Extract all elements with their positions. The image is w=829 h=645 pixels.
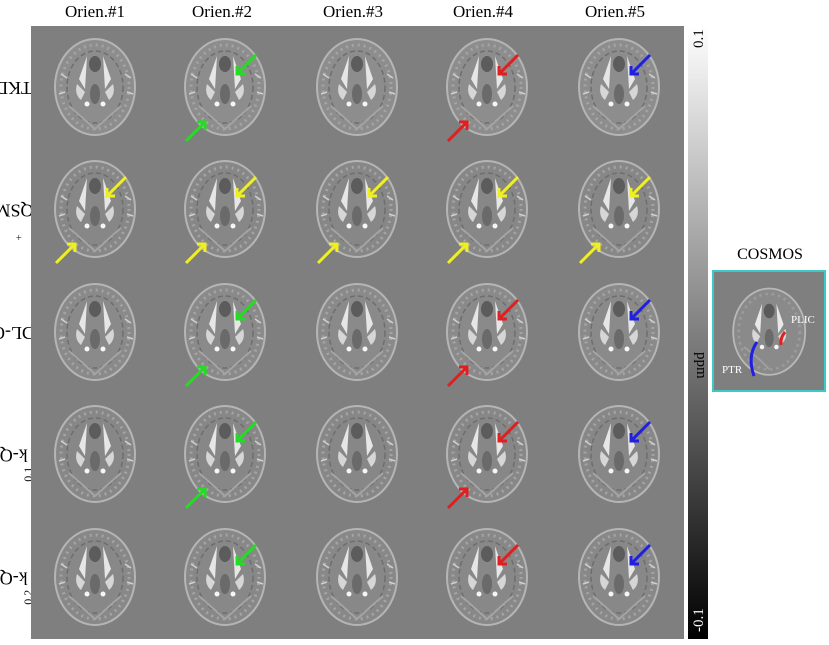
brain-slice-tkd-orien-1 bbox=[47, 34, 143, 140]
brain-slice-k-qsm-0-1-orien-1 bbox=[47, 401, 143, 507]
row-label-modl-qsm: MoDL-QSM bbox=[0, 322, 60, 343]
blue-arrow-icon bbox=[629, 420, 652, 443]
row-label-k-qsm-0-2: k-QSM0.2 bbox=[0, 568, 35, 605]
column-header-orien-4: Orien.#4 bbox=[453, 2, 513, 21]
qsm-image-grid bbox=[31, 26, 684, 639]
column-header-orien-5: Orien.#5 bbox=[585, 2, 645, 21]
red-arrow-icon bbox=[497, 420, 520, 443]
yellow-arrow-icon bbox=[446, 242, 469, 265]
brain-slice-k-qsm-0-2-orien-2 bbox=[177, 524, 273, 630]
brain-slice-modl-qsm-orien-5 bbox=[571, 279, 667, 385]
red-arrow-icon bbox=[446, 487, 469, 510]
plic-label: PLIC bbox=[791, 314, 815, 326]
brain-slice-tkd-orien-4 bbox=[439, 34, 535, 140]
brain-slice-tkd-orien-3 bbox=[309, 34, 405, 140]
red-arrow-icon bbox=[497, 298, 520, 321]
column-header-orien-2: Orien.#2 bbox=[192, 2, 252, 21]
brain-slice-qsmnet-orien-3 bbox=[309, 156, 405, 262]
column-header-orien-1: Orien.#1 bbox=[65, 2, 125, 21]
red-arrow-icon bbox=[446, 365, 469, 388]
brain-slice-k-qsm-0-1-orien-4 bbox=[439, 401, 535, 507]
yellow-arrow-icon bbox=[105, 175, 128, 198]
brain-slice-qsmnet-orien-5 bbox=[571, 156, 667, 262]
red-arrow-icon bbox=[497, 53, 520, 76]
green-arrow-icon bbox=[235, 53, 258, 76]
yellow-arrow-icon bbox=[497, 175, 520, 198]
cosmos-brain-image bbox=[732, 287, 807, 377]
brain-slice-k-qsm-0-1-orien-3 bbox=[309, 401, 405, 507]
yellow-arrow-icon bbox=[54, 242, 77, 265]
row-label-qsmnet: QSMnet+ bbox=[0, 200, 34, 241]
brain-slice-tkd-orien-5 bbox=[571, 34, 667, 140]
yellow-arrow-icon bbox=[184, 242, 207, 265]
blue-arrow-icon bbox=[629, 53, 652, 76]
yellow-arrow-icon bbox=[629, 175, 652, 198]
cosmos-panel: PLIC PTR bbox=[712, 270, 826, 392]
row-label-tkd: TKD bbox=[0, 77, 32, 98]
colorbar-min-label: -0.1 bbox=[691, 608, 707, 632]
colorbar-unit-label: ppm bbox=[693, 352, 709, 379]
brain-slice-modl-qsm-orien-3 bbox=[309, 279, 405, 385]
green-arrow-icon bbox=[184, 365, 207, 388]
yellow-arrow-icon bbox=[578, 242, 601, 265]
yellow-arrow-icon bbox=[235, 175, 258, 198]
ptr-label: PTR bbox=[722, 364, 743, 376]
colorbar-max-label: 0.1 bbox=[691, 29, 707, 48]
brain-slice-qsmnet-orien-4 bbox=[439, 156, 535, 262]
colorbar bbox=[688, 26, 708, 639]
brain-slice-k-qsm-0-1-orien-5 bbox=[571, 401, 667, 507]
green-arrow-icon bbox=[184, 487, 207, 510]
brain-slice-qsmnet-orien-2 bbox=[177, 156, 273, 262]
green-arrow-icon bbox=[235, 298, 258, 321]
brain-slice-modl-qsm-orien-2 bbox=[177, 279, 273, 385]
brain-slice-k-qsm-0-1-orien-2 bbox=[177, 401, 273, 507]
yellow-arrow-icon bbox=[367, 175, 390, 198]
green-arrow-icon bbox=[235, 543, 258, 566]
red-arrow-icon bbox=[446, 120, 469, 143]
column-header-orien-3: Orien.#3 bbox=[323, 2, 383, 21]
brain-slice-modl-qsm-orien-4 bbox=[439, 279, 535, 385]
brain-slice-k-qsm-0-2-orien-5 bbox=[571, 524, 667, 630]
brain-slice-tkd-orien-2 bbox=[177, 34, 273, 140]
brain-slice-modl-qsm-orien-1 bbox=[47, 279, 143, 385]
brain-slice-k-qsm-0-2-orien-1 bbox=[47, 524, 143, 630]
cosmos-title: COSMOS bbox=[737, 246, 803, 263]
red-arrow-icon bbox=[497, 543, 520, 566]
row-label-k-qsm-0-1: k-QSM0.1 bbox=[0, 445, 35, 482]
brain-slice-k-qsm-0-2-orien-3 bbox=[309, 524, 405, 630]
blue-arrow-icon bbox=[629, 298, 652, 321]
green-arrow-icon bbox=[184, 120, 207, 143]
brain-slice-k-qsm-0-2-orien-4 bbox=[439, 524, 535, 630]
blue-arrow-icon bbox=[629, 543, 652, 566]
yellow-arrow-icon bbox=[316, 242, 339, 265]
green-arrow-icon bbox=[235, 420, 258, 443]
